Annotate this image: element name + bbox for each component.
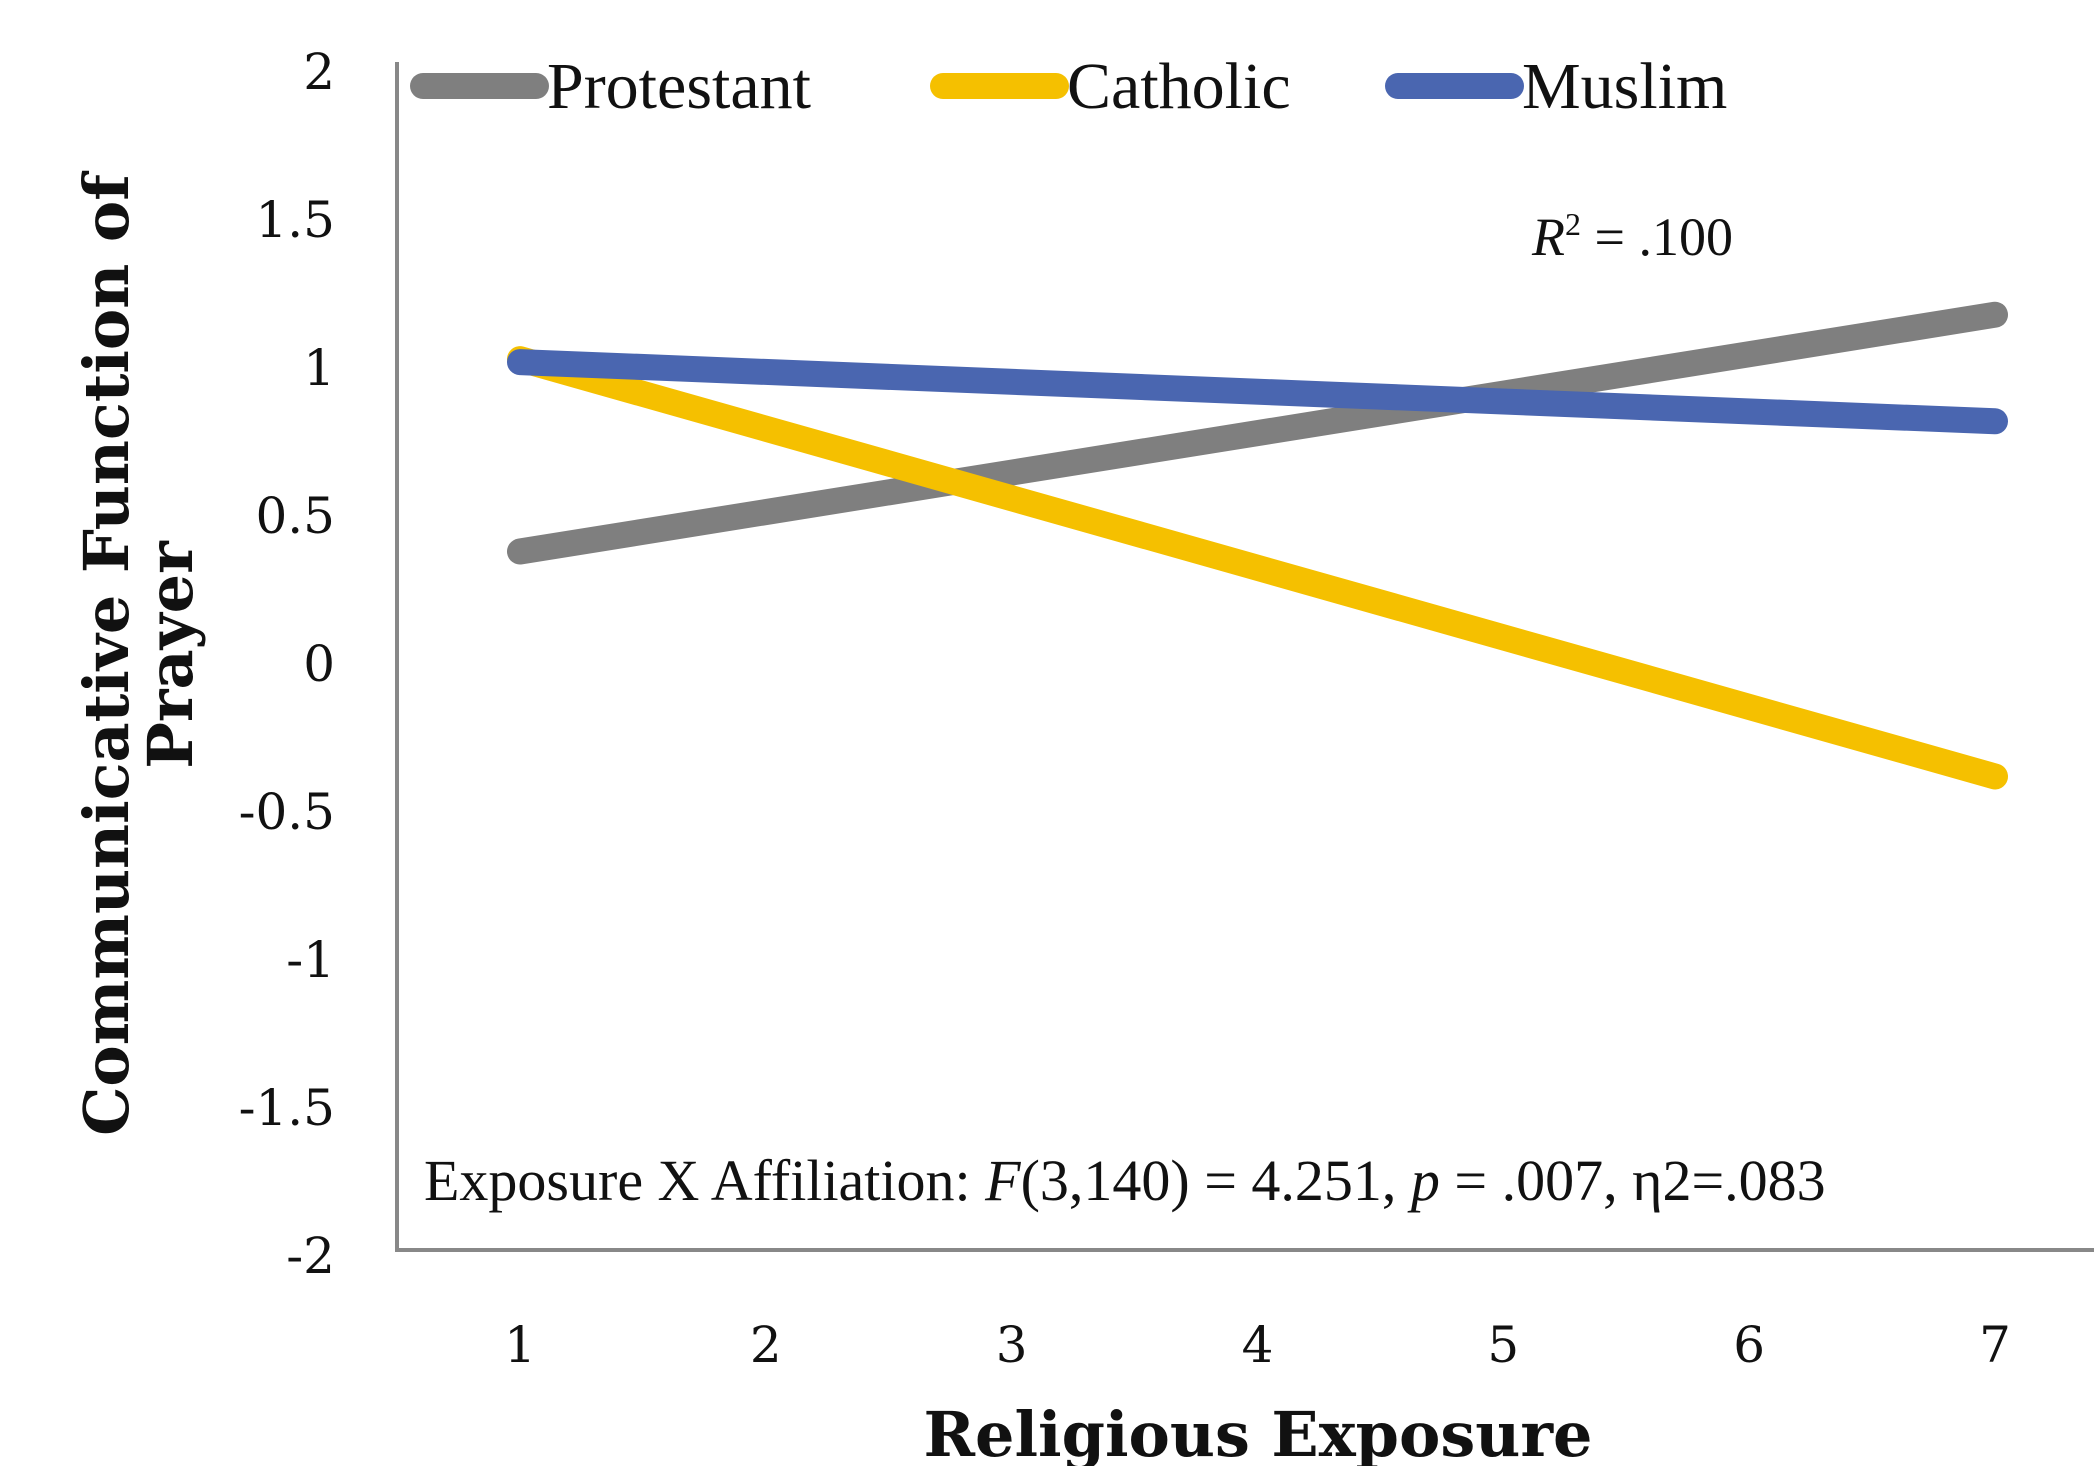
r-squared-annotation: R2 = .100 <box>1531 206 1733 267</box>
stats-p-value: = .007, η2=.083 <box>1440 1148 1826 1213</box>
x-tick-labels: 1 2 3 4 5 6 7 <box>504 1316 2011 1374</box>
stats-prefix: Exposure X Affiliation: <box>424 1148 985 1213</box>
y-tick-label: -1 <box>286 931 335 989</box>
y-tick-labels: 2 1.5 1 0.5 0 -0.5 -1 -1.5 -2 <box>239 43 335 1285</box>
x-tick-label: 6 <box>1733 1316 1765 1374</box>
legend-label-muslim: Muslim <box>1522 50 1727 123</box>
y-tick-label: 0 <box>303 635 335 693</box>
y-tick-label: 2 <box>303 43 335 101</box>
y-tick-label: 0.5 <box>255 487 335 545</box>
stats-annotation: Exposure X Affiliation: F(3,140) = 4.251… <box>424 1148 1826 1213</box>
series-line-muslim <box>507 349 2008 435</box>
y-tick-label: -1.5 <box>239 1079 335 1137</box>
y-axis-title-line1: Communicative Function of <box>70 171 143 1136</box>
x-tick-label: 4 <box>1242 1316 1274 1374</box>
x-tick-label: 2 <box>750 1316 782 1374</box>
r-squared-symbol: R <box>1531 207 1565 267</box>
r-squared-exponent: 2 <box>1565 206 1581 242</box>
x-tick-label: 5 <box>1487 1316 1519 1374</box>
series-lines <box>507 301 2008 790</box>
y-axis-title: Communicative Function of Prayer <box>70 171 207 1136</box>
legend-label-catholic: Catholic <box>1067 50 1291 123</box>
series-line-catholic <box>507 346 2008 790</box>
x-tick-label: 1 <box>504 1316 536 1374</box>
y-tick-label: -2 <box>286 1227 335 1285</box>
stats-f-symbol: F <box>984 1148 1021 1213</box>
legend-label-protestant: Protestant <box>547 50 811 123</box>
x-axis-title: Religious Exposure <box>924 1398 1593 1466</box>
stats-f-value: (3,140) = 4.251, <box>1021 1148 1411 1213</box>
y-tick-label: -0.5 <box>239 783 335 841</box>
y-tick-label: 1.5 <box>255 191 335 249</box>
x-tick-label: 7 <box>1979 1316 2011 1374</box>
r-squared-value: = .100 <box>1581 207 1733 267</box>
series-line-protestant <box>507 301 2008 565</box>
x-tick-label: 3 <box>996 1316 1028 1374</box>
legend: Protestant Catholic Muslim <box>410 50 1727 123</box>
stats-p-symbol: p <box>1407 1148 1440 1213</box>
y-axis-title-line2: Prayer <box>134 540 207 769</box>
y-tick-label: 1 <box>303 339 335 397</box>
